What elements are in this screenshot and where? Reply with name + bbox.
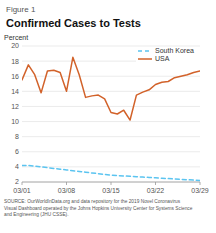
y-tick-label: 2 [15,178,19,185]
grid-line [22,151,200,152]
x-tick-label: 03/22 [147,187,165,194]
title: Confirmed Cases to Tests [6,17,141,29]
grid-line [22,106,200,107]
legend-label: USA [155,55,170,62]
grid-line [22,91,200,92]
y-tick-label: 8 [15,133,19,140]
x-tick-label: 03/01 [13,187,31,194]
x-tick-label: 03/15 [102,187,120,194]
y-tick-label: 6 [15,148,19,155]
grid-line [22,121,200,122]
legend-swatch [138,50,152,52]
x-tick [155,182,156,185]
annotation-line: Visual Dashboard operated by the Johns H… [4,206,193,211]
x-tick-label: 03/29 [191,187,209,194]
y-tick-label: 20 [11,42,19,49]
grid-line [22,166,200,167]
y-tick-label: 18 [11,58,19,65]
x-tick [111,182,112,185]
x-tick [200,182,201,185]
annotation-line: SOURCE: OurWorldInData.org and data repo… [4,199,181,204]
x-tick [66,182,67,185]
grid-line [22,136,200,137]
y-tick-label: 16 [11,73,19,80]
legend-label: South Korea [155,47,194,54]
plot-area [22,57,200,180]
grid-line [22,76,200,77]
annotation: SOURCE: OurWorldInData.org and data repo… [4,199,193,217]
series-line [22,57,200,120]
series-line [22,165,200,180]
y-tick-label: 10 [11,118,19,125]
chart: Figure 1Confirmed Cases to TestsPercent2… [0,0,216,233]
legend-swatch [138,58,152,60]
y-tick-label: 12 [11,103,19,110]
x-tick-label: 03/08 [58,187,76,194]
y-tick-label: 4 [15,163,19,170]
y-tick-label: 14 [11,88,19,95]
legend: South KoreaUSA [136,47,200,65]
subtitle: Figure 1 [6,5,36,14]
grid-line [22,46,200,47]
x-tick [22,182,23,185]
legend-background [136,47,200,65]
annotation-line: and Engineering (JHU CSSE). [4,212,69,217]
y-axis-label: Percent [4,34,28,41]
